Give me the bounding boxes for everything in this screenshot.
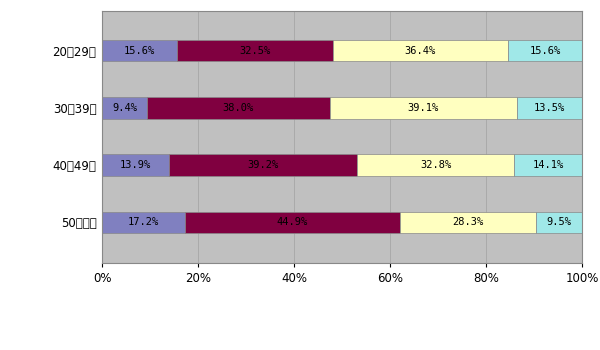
- Text: 36.4%: 36.4%: [404, 46, 436, 56]
- Text: 38.0%: 38.0%: [223, 103, 254, 113]
- Bar: [333, 40, 508, 62]
- Bar: [508, 40, 583, 62]
- Text: 9.4%: 9.4%: [112, 103, 137, 113]
- Text: 9.5%: 9.5%: [546, 217, 571, 228]
- Text: 39.2%: 39.2%: [247, 160, 278, 170]
- Bar: [536, 211, 581, 233]
- Text: 15.6%: 15.6%: [124, 46, 155, 56]
- Text: 39.1%: 39.1%: [408, 103, 439, 113]
- Bar: [102, 97, 147, 119]
- Text: 32.8%: 32.8%: [420, 160, 451, 170]
- Text: 13.5%: 13.5%: [534, 103, 565, 113]
- Text: 32.5%: 32.5%: [239, 46, 271, 56]
- Text: 15.6%: 15.6%: [529, 46, 560, 56]
- Bar: [514, 154, 582, 176]
- Bar: [177, 40, 333, 62]
- Text: 28.3%: 28.3%: [452, 217, 484, 228]
- Text: 17.2%: 17.2%: [128, 217, 159, 228]
- Text: 44.9%: 44.9%: [277, 217, 308, 228]
- Bar: [102, 211, 185, 233]
- Bar: [102, 154, 169, 176]
- Bar: [185, 211, 400, 233]
- Bar: [329, 97, 517, 119]
- Bar: [102, 40, 177, 62]
- Bar: [169, 154, 357, 176]
- Text: 14.1%: 14.1%: [533, 160, 564, 170]
- Bar: [147, 97, 329, 119]
- Text: 13.9%: 13.9%: [120, 160, 151, 170]
- Bar: [357, 154, 514, 176]
- Bar: [400, 211, 536, 233]
- Bar: [517, 97, 582, 119]
